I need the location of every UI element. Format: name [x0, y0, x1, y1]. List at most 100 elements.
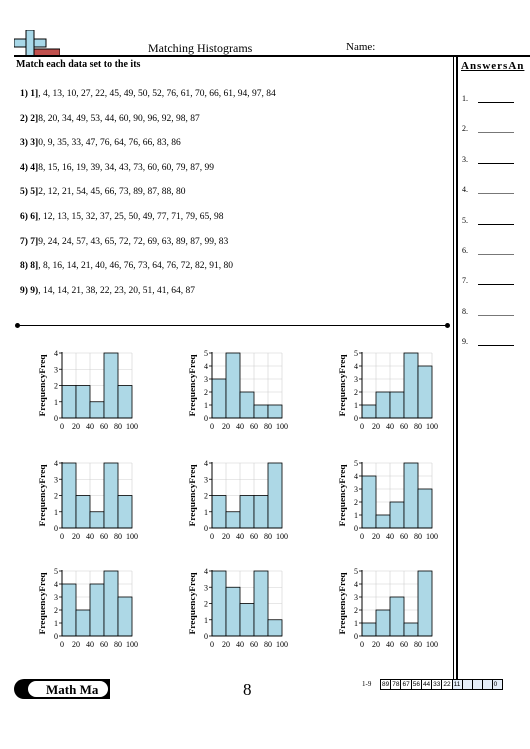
histogram-bar — [239, 603, 255, 637]
answer-line[interactable]: 3. — [462, 155, 522, 164]
x-tick-label: 80 — [414, 532, 422, 541]
y-tick-label: 4 — [354, 580, 358, 589]
x-tick-label: 20 — [72, 422, 80, 431]
histogram-bar — [211, 570, 227, 637]
y-tick-label: 5 — [354, 567, 358, 576]
histogram-svg: 0 1 2 3 4 5 0 20 40 60 80 100 FrequencyFreq — [187, 349, 288, 431]
y-tick-label: 4 — [354, 472, 358, 481]
histogram-bar — [103, 462, 119, 529]
y-tick-label: 4 — [204, 459, 208, 468]
problem-mark: ] — [35, 89, 39, 99]
y-tick-label: 1 — [204, 508, 208, 517]
y-tick-label: 0 — [204, 632, 208, 641]
histogram-bar — [253, 404, 269, 419]
answer-line[interactable]: 6. — [462, 246, 522, 255]
histogram-1: 0 1 2 3 4 0 20 40 60 80 100 FrequencyFreq — [36, 345, 146, 445]
histogram-bar — [267, 619, 283, 637]
x-tick-label: 20 — [372, 532, 380, 541]
y-axis-label: FrequencyFreq — [37, 572, 47, 634]
histogram-bar — [103, 352, 119, 419]
problem-mark: ] — [35, 212, 39, 222]
histogram-8: 0 1 2 3 4 0 20 40 60 80 100 FrequencyFreq — [186, 563, 296, 663]
header-rule — [14, 55, 530, 57]
histogram-bar — [89, 583, 105, 637]
answer-number: 5. — [462, 215, 468, 225]
x-tick-label: 20 — [72, 532, 80, 541]
histogram-bar — [253, 570, 269, 637]
problem-label: 8) 8 — [20, 261, 36, 272]
answer-line[interactable]: 5. — [462, 216, 522, 225]
answer-key-cell: 67 — [400, 679, 412, 690]
answer-number: 1. — [462, 94, 468, 103]
y-tick-label: 2 — [354, 606, 358, 615]
y-tick-label: 1 — [54, 508, 58, 517]
histogram-bar — [361, 475, 377, 529]
histogram-bar — [375, 514, 391, 529]
histogram-bar — [225, 586, 241, 637]
y-tick-label: 1 — [54, 619, 58, 628]
x-tick-label: 80 — [264, 422, 272, 431]
divider-dot-left — [15, 323, 20, 328]
problem-mark: ] — [35, 236, 39, 247]
problem-label: 9) 9 — [20, 285, 36, 296]
histogram-bar — [403, 352, 419, 419]
problem-data: , 12, 13, 15, 32, 37, 25, 50, 49, 77, 71… — [38, 212, 224, 222]
histogram-bar — [225, 352, 241, 419]
x-tick-label: 100 — [276, 532, 288, 541]
y-tick-label: 1 — [354, 401, 358, 410]
answer-number: 7. — [462, 276, 468, 286]
x-tick-label: 0 — [60, 422, 64, 431]
y-tick-label: 3 — [204, 583, 208, 592]
x-tick-label: 80 — [414, 640, 422, 649]
answer-column-border — [453, 57, 454, 680]
answer-line[interactable]: 8. — [462, 307, 522, 316]
x-tick-label: 40 — [386, 640, 394, 649]
answer-key-cell: 89 — [379, 679, 392, 690]
histogram-svg: 0 1 2 3 4 5 0 20 40 60 80 100 FrequencyFreq — [337, 459, 438, 541]
answer-key-cell: 22 — [441, 679, 453, 690]
y-axis-label: FrequencyFreq — [187, 354, 197, 416]
answer-key-label: 1-9 — [362, 680, 372, 688]
y-tick-label: 0 — [204, 414, 208, 423]
problem-mark: ] — [35, 162, 39, 173]
histogram-bar — [89, 511, 105, 529]
problem-item: 9) 9), 14, 14, 21, 38, 22, 23, 20, 51, 4… — [20, 286, 195, 296]
problem-item: 6) 6], 12, 13, 15, 32, 37, 25, 50, 49, 7… — [20, 212, 223, 222]
y-tick-label: 4 — [204, 567, 208, 576]
histogram-4: 0 1 2 3 4 0 20 40 60 80 100 FrequencyFreq — [36, 455, 146, 555]
histogram-bar — [61, 462, 77, 529]
answer-number: 6. — [462, 246, 468, 255]
answer-key-cell — [461, 679, 473, 690]
y-tick-label: 4 — [54, 459, 58, 468]
answer-number: 9. — [462, 337, 468, 347]
x-tick-label: 20 — [222, 532, 230, 541]
y-tick-label: 5 — [204, 349, 208, 358]
problem-item: 1) 1], 4, 13, 10, 27, 22, 45, 49, 50, 52… — [20, 89, 276, 99]
y-tick-label: 0 — [54, 414, 58, 423]
answer-line[interactable]: 9. — [462, 337, 522, 347]
x-tick-label: 40 — [86, 422, 94, 431]
problem-item: 5) 5]2, 12, 21, 54, 45, 66, 73, 89, 87, … — [20, 187, 185, 197]
section-divider — [17, 325, 449, 326]
x-tick-label: 0 — [60, 532, 64, 541]
x-tick-label: 60 — [250, 640, 258, 649]
problem-label: 2) 2 — [20, 113, 36, 124]
x-tick-label: 100 — [276, 422, 288, 431]
histogram-bar — [403, 622, 419, 637]
problem-data: 8, 15, 16, 19, 39, 34, 43, 73, 60, 60, 7… — [38, 162, 214, 173]
answer-line[interactable]: 1. — [462, 94, 522, 103]
answer-line[interactable]: 4. — [462, 185, 522, 195]
answer-line[interactable]: 7. — [462, 276, 522, 286]
x-tick-label: 80 — [114, 532, 122, 541]
x-tick-label: 100 — [126, 640, 138, 649]
problem-label: 4) 4 — [20, 162, 36, 173]
answer-line[interactable]: 2. — [462, 124, 522, 134]
histogram-svg: 0 1 2 3 4 5 0 20 40 60 80 100 FrequencyFreq — [37, 567, 138, 649]
problem-data: , 8, 16, 14, 21, 40, 46, 76, 73, 64, 76,… — [38, 261, 233, 272]
x-tick-label: 0 — [210, 532, 214, 541]
x-tick-label: 40 — [236, 422, 244, 431]
x-tick-label: 0 — [210, 422, 214, 431]
y-tick-label: 3 — [204, 475, 208, 484]
